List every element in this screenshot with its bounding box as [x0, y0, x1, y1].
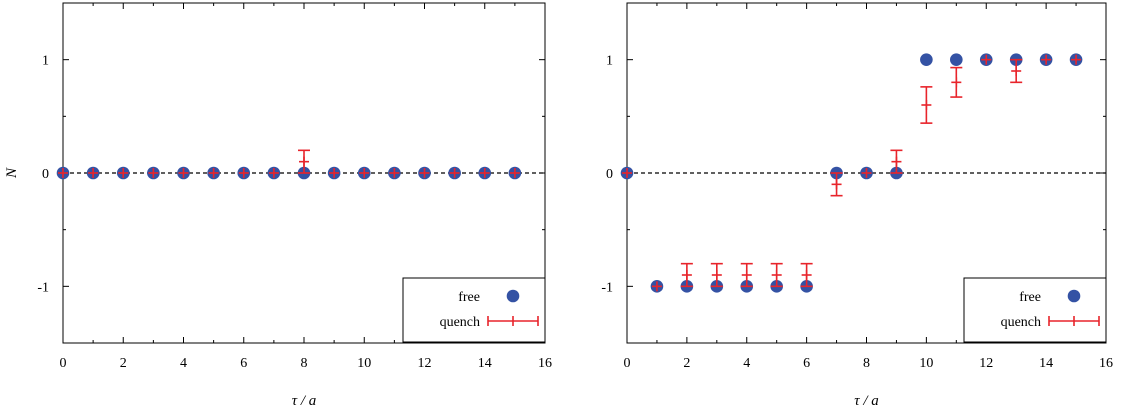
- y-tick-label: 1: [42, 54, 49, 69]
- quench-point: [208, 168, 219, 178]
- x-tick-label: 10: [919, 356, 933, 371]
- quench-point: [329, 168, 340, 178]
- quench-point: [118, 168, 129, 178]
- x-tick-label: 6: [240, 356, 247, 371]
- legend-label-free: free: [1019, 290, 1041, 305]
- legend: free quench: [963, 277, 1107, 343]
- x-tick-label: 12: [418, 356, 432, 371]
- quench-point: [359, 168, 370, 178]
- quench-point: [651, 281, 662, 292]
- quench-point: [1071, 54, 1082, 65]
- x-tick-label: 12: [979, 356, 993, 371]
- quench-point: [920, 86, 933, 124]
- quench-point: [950, 66, 963, 98]
- legend-marker-free: [506, 289, 520, 303]
- free-point: [920, 53, 933, 66]
- quench-point: [680, 262, 693, 288]
- quench-point: [1041, 54, 1052, 65]
- legend-label-quench: quench: [440, 315, 480, 330]
- quench-point: [770, 262, 783, 288]
- y-tick-label: 0: [606, 167, 613, 182]
- quench-point: [1010, 58, 1023, 84]
- quench-point: [88, 168, 99, 178]
- legend-marker-free: [1067, 289, 1081, 303]
- quench-point: [268, 168, 279, 178]
- legend-label-free: free: [458, 290, 480, 305]
- quench-point: [148, 168, 159, 178]
- quench-point: [298, 149, 310, 174]
- x-tick-label: 0: [624, 356, 631, 371]
- x-axis-label: τ / a: [292, 393, 317, 409]
- x-tick-label: 10: [357, 356, 371, 371]
- quench-point: [890, 149, 903, 174]
- y-axis-label: N: [4, 167, 20, 179]
- x-tick-label: 2: [120, 356, 127, 371]
- x-tick-label: 4: [180, 356, 187, 371]
- legend: free quench: [402, 277, 546, 343]
- x-tick-label: 4: [743, 356, 750, 371]
- x-tick-label: 16: [538, 356, 552, 371]
- free-point: [950, 53, 963, 66]
- x-tick-label: 14: [1039, 356, 1053, 371]
- y-tick-label: -1: [601, 280, 613, 295]
- x-tick-label: 14: [478, 356, 492, 371]
- legend-box: [963, 277, 1107, 343]
- x-tick-label: 16: [1099, 356, 1113, 371]
- x-tick-label: 6: [803, 356, 810, 371]
- y-tick-label: 1: [606, 54, 613, 69]
- quench-point: [830, 172, 843, 197]
- quench-point: [389, 168, 400, 178]
- quench-point: [238, 168, 249, 178]
- x-tick-label: 8: [863, 356, 870, 371]
- x-tick-label: 8: [301, 356, 308, 371]
- quench-point: [800, 262, 813, 288]
- quench-point: [178, 168, 189, 178]
- quench-point: [58, 168, 68, 178]
- quench-point: [509, 168, 520, 178]
- quench-point: [479, 168, 490, 178]
- legend-label-quench: quench: [1001, 315, 1041, 330]
- quench-point: [710, 262, 723, 288]
- x-tick-label: 2: [683, 356, 690, 371]
- y-tick-label: 0: [42, 167, 49, 182]
- quench-point: [981, 54, 992, 65]
- x-tick-label: 0: [60, 356, 67, 371]
- x-axis-label: τ / a: [854, 393, 879, 409]
- quench-point: [419, 168, 430, 178]
- quench-point: [449, 168, 460, 178]
- quench-point: [622, 168, 632, 178]
- legend-box: [402, 277, 546, 343]
- quench-point: [861, 168, 872, 178]
- y-tick-label: -1: [37, 280, 49, 295]
- chart-panel-2: 0 2 4 6 8 10 12 14 16 -1 0 1 τ / a free quench: [601, 2, 1113, 409]
- quench-point: [740, 262, 753, 288]
